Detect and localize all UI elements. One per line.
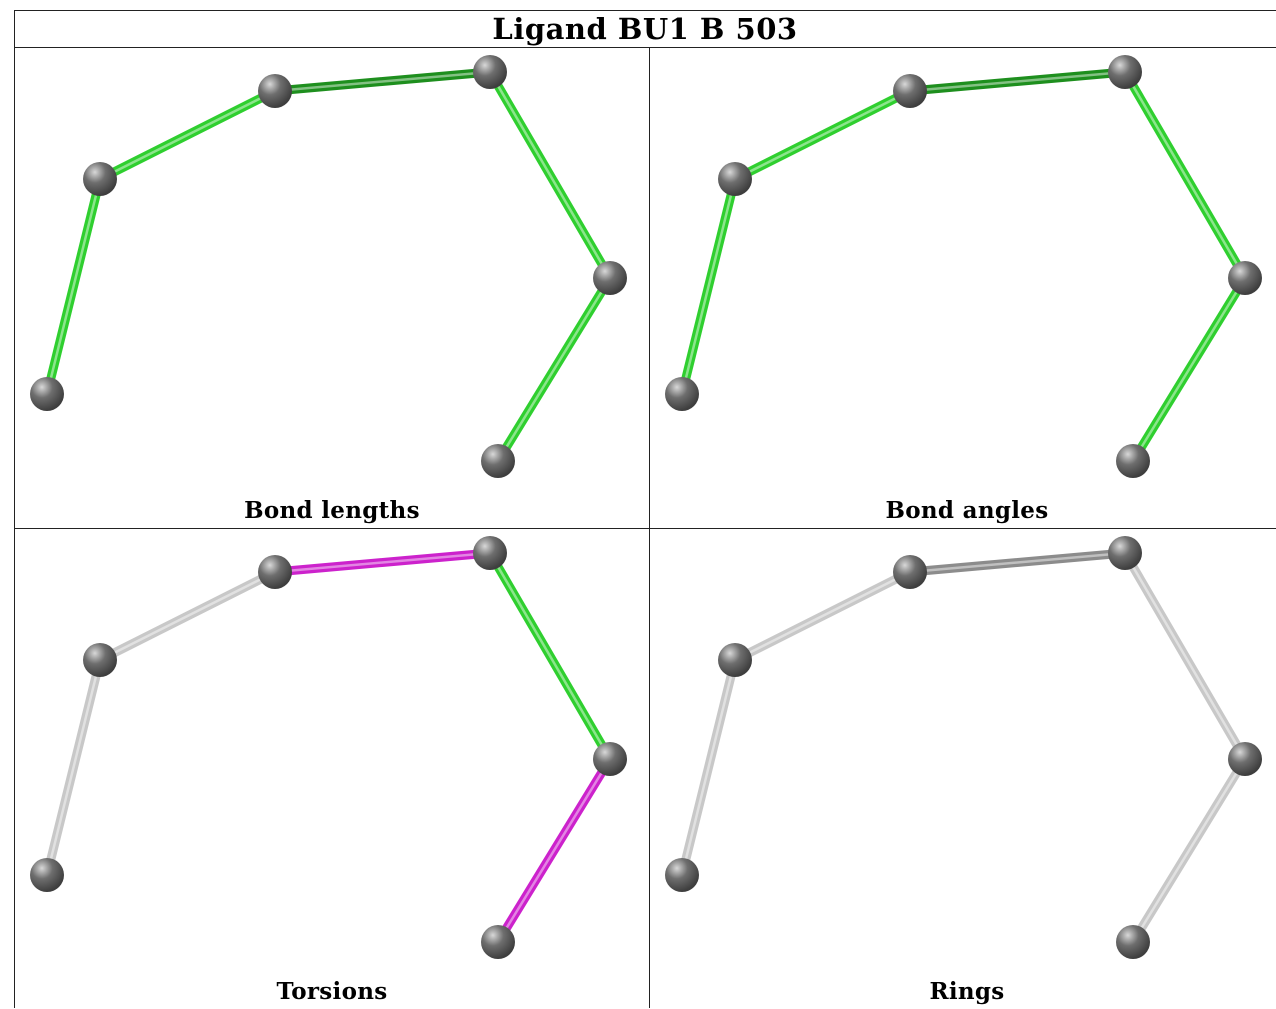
bond: [270, 67, 495, 96]
atom: [1108, 55, 1142, 89]
row-divider: [14, 528, 1276, 529]
atom: [481, 925, 515, 959]
bond: [677, 174, 740, 399]
atom: [473, 536, 507, 570]
molecule-view-bond-lengths: [30, 55, 627, 478]
bond: [677, 655, 740, 880]
bond: [1128, 273, 1250, 466]
atom: [83, 643, 117, 677]
bond: [905, 548, 1130, 577]
atom: [593, 742, 627, 776]
atom: [1108, 536, 1142, 570]
panel-bond-angles: Bond angles: [650, 48, 1276, 528]
atom: [473, 55, 507, 89]
bond: [95, 567, 280, 665]
atom: [30, 858, 64, 892]
bond: [95, 86, 280, 184]
panel-rings: Rings: [650, 529, 1276, 1009]
bond: [493, 754, 615, 947]
bond: [42, 655, 105, 880]
atom: [30, 377, 64, 411]
atom: [1228, 261, 1262, 295]
bond: [1128, 754, 1250, 947]
atom: [718, 643, 752, 677]
panel-caption: Torsions: [276, 978, 388, 1005]
bond: [485, 67, 615, 283]
atom: [258, 555, 292, 589]
bond: [905, 67, 1130, 96]
bond: [42, 174, 105, 399]
molecule-view-torsions: [30, 536, 627, 959]
atom: [1228, 742, 1262, 776]
molecule-view-rings: [665, 536, 1262, 959]
atom: [893, 74, 927, 108]
panel-caption: Rings: [929, 978, 1005, 1005]
bond: [270, 548, 495, 577]
panel-caption: Bond angles: [885, 497, 1049, 524]
atom: [593, 261, 627, 295]
atom: [718, 162, 752, 196]
atom: [1116, 925, 1150, 959]
bond: [1120, 548, 1250, 764]
panel-caption: Bond lengths: [244, 497, 420, 524]
page-title: Ligand BU1 B 503: [14, 10, 1276, 48]
bond: [493, 273, 615, 466]
atom: [83, 162, 117, 196]
panel-torsions: Torsions: [15, 529, 649, 1009]
atom: [481, 444, 515, 478]
panel-bond-lengths: Bond lengths: [15, 48, 649, 528]
atom: [665, 377, 699, 411]
bond: [730, 567, 915, 665]
atom: [1116, 444, 1150, 478]
table-frame: [14, 10, 1276, 1008]
molecule-view-bond-angles: [665, 55, 1262, 478]
bond: [1120, 67, 1250, 283]
atom: [665, 858, 699, 892]
atom: [258, 74, 292, 108]
bond: [730, 86, 915, 184]
atom: [893, 555, 927, 589]
bond: [485, 548, 615, 764]
